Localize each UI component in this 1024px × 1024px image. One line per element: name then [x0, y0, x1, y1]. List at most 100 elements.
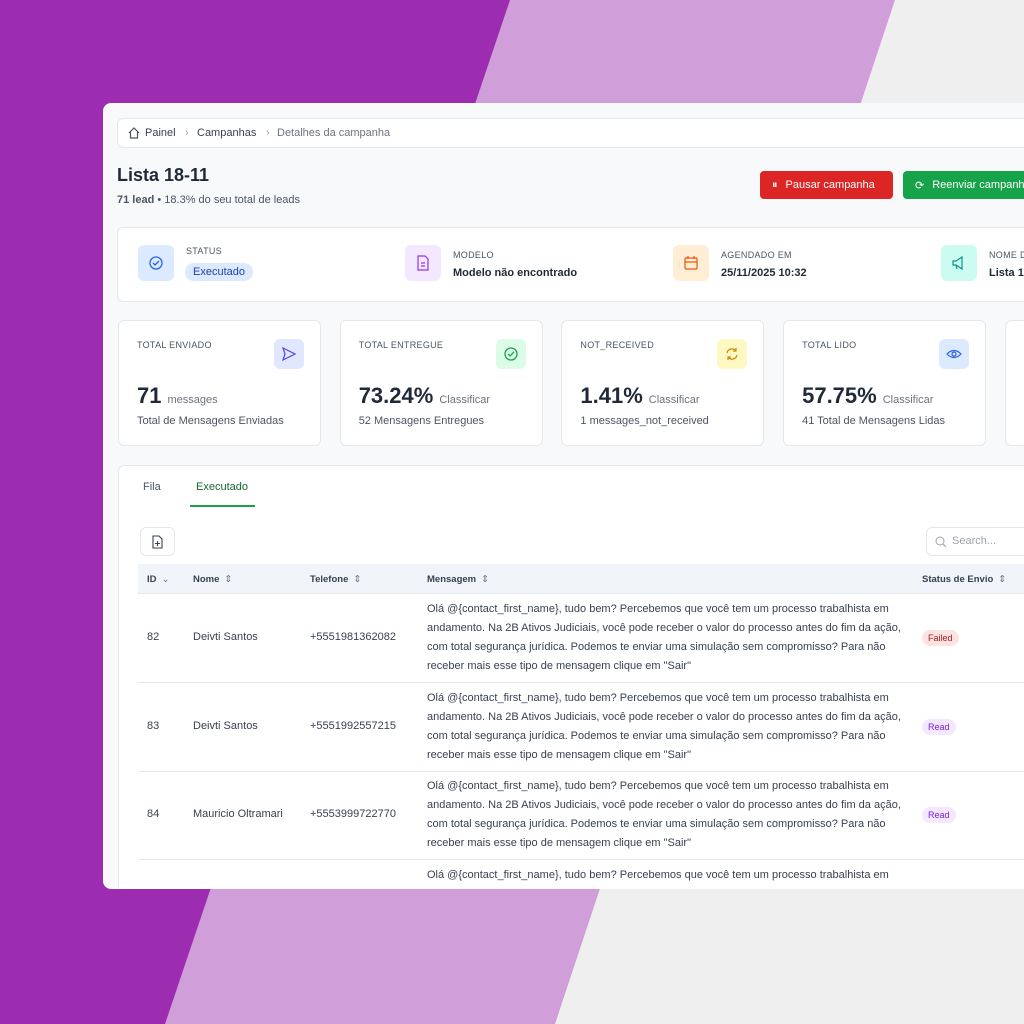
- info-icon: [405, 245, 441, 281]
- status-badge: Read: [922, 807, 956, 823]
- breadcrumb-current: Detalhes da campanha: [277, 127, 391, 139]
- breadcrumb-link[interactable]: Campanhas: [197, 127, 257, 139]
- icon-glyph: [952, 255, 963, 271]
- stat-card: TOTAL ENVIADO 71 messages Total de Mensagen…: [118, 320, 321, 446]
- column-header[interactable]: Telefone ⇕: [310, 574, 361, 585]
- tab-active[interactable]: Executado: [196, 481, 248, 493]
- separator: ›: [185, 127, 189, 139]
- stat-unit: Classificar: [648, 394, 700, 406]
- header-text: ID: [147, 574, 157, 585]
- breadcrumb: Painel › Campanhas › Detalhes da campanh…: [117, 118, 1024, 148]
- info-label: NOME D: [989, 250, 1024, 260]
- tab[interactable]: Fila: [143, 481, 161, 493]
- info-value: Modelo não encontrado: [453, 267, 578, 279]
- stat-description: Total de Mensagens Enviadas: [137, 415, 284, 427]
- icon-glyph: [417, 255, 429, 271]
- icon-glyph: [281, 346, 297, 362]
- table-header: ID ⌄ Nome ⇕ Telefone ⇕ Mensagem ⇕ Status de Envi…: [138, 564, 1024, 594]
- stat-unit: Classificar: [439, 394, 491, 406]
- table-row: 84 Mauricio Oltramari +5553999722770 Olá @{…: [138, 771, 1024, 860]
- stat-icon: [495, 339, 526, 369]
- info-icon: [941, 245, 977, 281]
- app-window: Painel › Campanhas › Detalhes da campanh…: [103, 103, 1024, 889]
- status-badge: Executado: [185, 263, 253, 281]
- sort-icon: ⇕: [353, 574, 362, 585]
- stat-icon: [717, 339, 748, 369]
- info-value: 25/11/2025 10:32: [721, 267, 807, 279]
- resend-button[interactable]: ⟳ Reenviar campanh: [903, 171, 1024, 199]
- stat-value: 71 messages: [137, 383, 218, 409]
- column-header[interactable]: ID ⌄: [147, 574, 169, 585]
- home-icon: [128, 127, 140, 139]
- column-header[interactable]: Mensagem ⇕: [427, 574, 489, 585]
- message-cell: Olá @{contact_first_name}, tudo bem? Per…: [427, 868, 889, 890]
- icon-glyph: [946, 349, 962, 359]
- stat-label: NOT_RECEIVED: [580, 340, 655, 350]
- search-input[interactable]: Search...: [926, 527, 1024, 556]
- pause-button[interactable]: ⏸ Pausar campanha: [760, 171, 893, 199]
- stat-label: TOTAL LIDO: [802, 340, 857, 350]
- message-cell: Olá @{contact_first_name}, tudo bem? Per…: [427, 603, 901, 672]
- button-label: Pausar campanha: [785, 179, 875, 191]
- message-cell: Olá @{contact_first_name}, tudo bem? Per…: [427, 691, 901, 761]
- cell: Deivti Santos: [193, 631, 258, 643]
- stat-card: [1005, 320, 1024, 446]
- stat-card: TOTAL LIDO 57.75% Classificar 41 Total de M…: [783, 320, 987, 446]
- cell: +5551992557215: [310, 719, 396, 732]
- stat-value: 1.41% Classificar: [580, 383, 699, 409]
- stat-number: 73.24%: [358, 383, 434, 408]
- table-row: Olá @{contact_first_name}, tudo bem? Per…: [138, 860, 1024, 890]
- stat-description: 41 Total de Mensagens Lidas: [802, 415, 945, 427]
- icon-glyph: [149, 256, 163, 270]
- stat-label: TOTAL ENTREGUE: [358, 340, 444, 350]
- breadcrumb-link[interactable]: Painel: [145, 127, 176, 139]
- lead-count: 71 lead: [117, 194, 155, 206]
- stat-description: 52 Mensagens Entregues: [358, 415, 485, 427]
- export-button[interactable]: [140, 527, 175, 556]
- stat-value: 57.75% Classificar: [802, 383, 933, 409]
- header-text: Status de Envio: [922, 574, 994, 585]
- icon-glyph: [504, 347, 518, 361]
- stat-card: TOTAL ENTREGUE 73.24% Classificar 52 Mensag…: [339, 320, 543, 446]
- header-text: Telefone: [310, 574, 349, 585]
- table-row: 83 Deivti Santos +5551992557215 Olá @{conta…: [138, 683, 1024, 772]
- button-label: Reenviar campanh: [932, 179, 1024, 191]
- info-icon: [673, 245, 709, 281]
- info-icon: [138, 245, 174, 281]
- search-placeholder: Search...: [952, 535, 997, 547]
- cell: +5553999722770: [310, 808, 396, 820]
- message-cell: Olá @{contact_first_name}, tudo bem? Per…: [427, 780, 901, 849]
- cell: +5551981362082: [310, 631, 396, 643]
- status-badge: Failed: [922, 630, 959, 646]
- column-header[interactable]: Status de Envio ⇕: [922, 574, 1006, 585]
- info-label: STATUS: [186, 246, 222, 256]
- subtitle: 71 lead • 18.3% do seu total de leads: [117, 194, 301, 206]
- sort-icon: ⌄: [161, 574, 170, 585]
- stat-icon: [274, 339, 304, 369]
- table-row: 82 Deivti Santos +5551981362082 Olá @{conta…: [138, 594, 1024, 683]
- table-panel: Fila Executado Search... ID ⌄ Nome ⇕ Telefon…: [118, 465, 1024, 889]
- stat-number: 57.75%: [802, 383, 877, 408]
- stat-label: TOTAL ENVIADO: [137, 340, 212, 350]
- cell: Mauricio Oltramari: [193, 808, 283, 820]
- header-text: Mensagem: [427, 574, 477, 585]
- header-text: Nome: [193, 574, 220, 585]
- stat-unit: messages: [167, 394, 218, 406]
- file-icon: [152, 535, 163, 549]
- sort-icon: ⇕: [998, 574, 1007, 585]
- tab-underline: [190, 505, 255, 507]
- column-header[interactable]: Nome ⇕: [193, 574, 232, 585]
- sort-icon: ⇕: [224, 574, 233, 585]
- info-value: Lista 18: [989, 267, 1024, 279]
- stat-number: 1.41%: [580, 383, 643, 408]
- lead-share: 18.3% do seu total de leads: [164, 194, 301, 206]
- status-badge: Read: [922, 718, 956, 735]
- cell: Deivti Santos: [193, 719, 258, 732]
- stat-value: 73.24% Classificar: [359, 383, 490, 409]
- separator: ›: [266, 127, 270, 139]
- info-label: MODELO: [453, 250, 494, 260]
- stat-icon: [939, 339, 970, 369]
- icon-glyph: [684, 256, 698, 270]
- info-label: AGENDADO EM: [721, 250, 792, 260]
